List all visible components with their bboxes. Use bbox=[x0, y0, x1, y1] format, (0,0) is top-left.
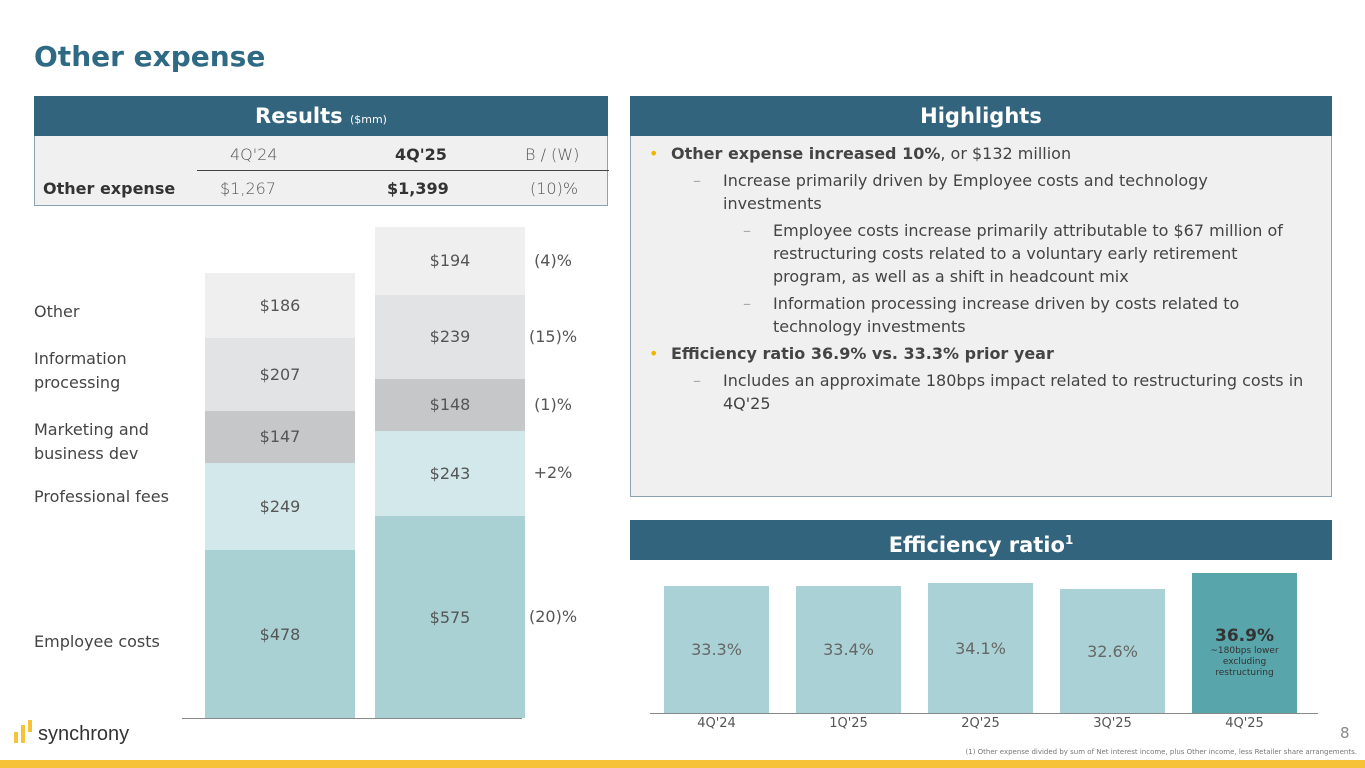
footnote: (1) Other expense divided by sum of Net … bbox=[965, 748, 1357, 756]
bar-value-label: 36.9% bbox=[1215, 626, 1274, 647]
highlights-list: Other expense increased 10%, or $132 mil… bbox=[631, 136, 1331, 415]
row-label: Other expense bbox=[43, 179, 176, 198]
bar-segment: $575 bbox=[375, 516, 525, 718]
highlight-bold: Efficiency ratio 36.9% vs. 33.3% prior y… bbox=[671, 344, 1054, 363]
results-header: Results ($mm) bbox=[34, 96, 608, 136]
highlight-item: Increase primarily driven by Employee co… bbox=[693, 169, 1311, 215]
segment-label: $148 bbox=[429, 395, 471, 415]
bar-value-label: 33.3% bbox=[691, 640, 742, 660]
series-label: Employee costs bbox=[34, 632, 160, 651]
bar-value-label: 34.1% bbox=[955, 638, 1006, 658]
highlight-text: Increase primarily driven by Employee co… bbox=[723, 171, 1208, 213]
col-4q25: 4Q'25 bbox=[395, 145, 447, 164]
bar-segment: $147 bbox=[205, 411, 355, 463]
highlight-item: Employee costs increase primarily attrib… bbox=[743, 219, 1311, 288]
highlight-item: Includes an approximate 180bps impact re… bbox=[693, 369, 1311, 415]
efficiency-baseline bbox=[650, 713, 1318, 714]
category-label: 3Q'25 bbox=[1093, 716, 1132, 731]
page-number: 8 bbox=[1340, 724, 1350, 742]
efficiency-header: Efficiency ratio1 bbox=[630, 520, 1332, 560]
segment-label: $147 bbox=[259, 427, 301, 447]
segment-label: $194 bbox=[429, 251, 471, 271]
bar-segment: $148 bbox=[375, 378, 525, 431]
highlight-text: Information processing increase driven b… bbox=[773, 294, 1240, 336]
change-label: (1)% bbox=[534, 394, 572, 414]
efficiency-footnote-ref: 1 bbox=[1064, 533, 1074, 547]
highlights-header: Highlights bbox=[630, 96, 1332, 136]
efficiency-bar: 36.9% ~180bps lower excluding restructuri… bbox=[1192, 572, 1297, 713]
category-label: 1Q'25 bbox=[829, 716, 868, 731]
table-divider bbox=[197, 170, 609, 171]
series-label: Information processing bbox=[34, 349, 127, 392]
efficiency-bar: 33.3% bbox=[664, 586, 769, 713]
segment-label: $186 bbox=[259, 296, 301, 316]
svg-text:synchrony: synchrony bbox=[38, 723, 129, 745]
results-unit: ($mm) bbox=[349, 113, 387, 126]
col-bw: B / (W) bbox=[525, 145, 580, 164]
highlight-text: , or $132 million bbox=[940, 144, 1072, 163]
highlight-text: Employee costs increase primarily attrib… bbox=[773, 221, 1283, 286]
efficiency-bar: 33.4% bbox=[796, 586, 901, 713]
segment-label: $207 bbox=[259, 365, 301, 385]
stack-baseline bbox=[182, 718, 522, 719]
highlight-item: Information processing increase driven b… bbox=[743, 292, 1311, 338]
segment-label: $478 bbox=[259, 624, 301, 644]
bar-segment: $186 bbox=[205, 273, 355, 339]
bar-segment: $194 bbox=[375, 226, 525, 295]
highlight-item: Other expense increased 10%, or $132 mil… bbox=[649, 142, 1311, 165]
bar-value-label: 32.6% bbox=[1087, 641, 1138, 661]
change-label: (20)% bbox=[528, 607, 578, 627]
page-title: Other expense bbox=[34, 40, 266, 73]
value-4q25: $1,399 bbox=[387, 179, 449, 198]
category-label: 4Q'25 bbox=[1225, 716, 1264, 731]
bar-segment: $478 bbox=[205, 550, 355, 718]
change-label: +2% bbox=[533, 463, 573, 483]
category-label: 2Q'25 bbox=[961, 716, 1000, 731]
highlight-bold: Other expense increased 10% bbox=[671, 144, 941, 163]
results-table: Results ($mm) 4Q'24 4Q'25 B / (W) Other … bbox=[34, 96, 609, 206]
efficiency-title: Efficiency ratio bbox=[888, 533, 1065, 557]
efficiency-bar: 32.6% bbox=[1060, 589, 1165, 713]
synchrony-logo: synchrony bbox=[14, 718, 144, 750]
bar-segment: $207 bbox=[205, 338, 355, 412]
bar-segment: $239 bbox=[375, 294, 525, 379]
segment-label: $239 bbox=[429, 327, 471, 347]
segment-label: $249 bbox=[259, 496, 301, 516]
series-label: Other bbox=[34, 302, 80, 321]
bar-note: ~180bps lower excluding restructuring bbox=[1210, 646, 1279, 679]
highlight-text: Includes an approximate 180bps impact re… bbox=[723, 371, 1304, 413]
value-bw: (10)% bbox=[530, 179, 579, 198]
change-label: (15)% bbox=[528, 326, 578, 346]
results-header-title: Results bbox=[255, 104, 343, 128]
highlight-item: Efficiency ratio 36.9% vs. 33.3% prior y… bbox=[649, 342, 1311, 365]
bar-segment: $249 bbox=[205, 462, 355, 551]
footer-bar bbox=[0, 760, 1365, 768]
category-label: 4Q'24 bbox=[697, 716, 736, 731]
series-label: Marketing and business dev bbox=[34, 420, 149, 463]
efficiency-bar: 34.1% bbox=[928, 583, 1033, 713]
series-label: Professional fees bbox=[34, 487, 169, 506]
segment-label: $243 bbox=[429, 463, 471, 483]
highlights-panel: Highlights Other expense increased 10%, … bbox=[630, 96, 1332, 497]
value-4q24: $1,267 bbox=[220, 179, 276, 198]
bar-value-label: 33.4% bbox=[823, 640, 874, 660]
bar-segment: $243 bbox=[375, 430, 525, 517]
col-4q24: 4Q'24 bbox=[230, 145, 278, 164]
segment-label: $575 bbox=[429, 607, 471, 627]
change-label: (4)% bbox=[534, 250, 572, 270]
